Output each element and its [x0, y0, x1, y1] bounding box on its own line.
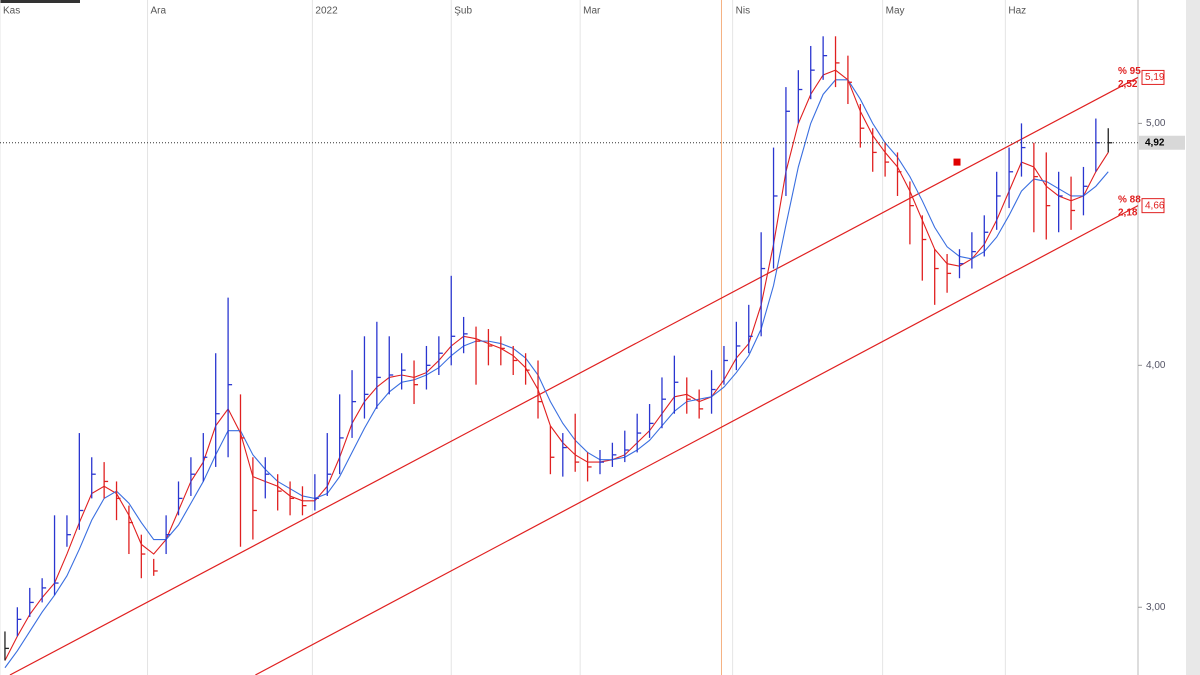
channel-percent: % 88 [1118, 194, 1141, 205]
channel-end-label: 4,66 [1145, 200, 1165, 211]
scrollbar[interactable] [1186, 0, 1200, 675]
y-tick-label: 5,00 [1146, 118, 1166, 129]
x-tick-label: Mar [583, 6, 601, 17]
channel-line [255, 205, 1139, 675]
x-tick-label: Haz [1008, 6, 1026, 17]
moving-average [4, 79, 1109, 669]
moving-average [4, 69, 1109, 661]
plot-area [0, 0, 1138, 675]
price-box [1141, 198, 1165, 214]
plot [0, 36, 1139, 675]
last-price-label: 4,92 [1145, 137, 1165, 148]
channel-end-label: 5,19 [1145, 72, 1165, 83]
channel-width: 2,18 [1118, 207, 1138, 218]
x-tick-label: Kas [3, 6, 20, 17]
x-tick-label: May [886, 6, 905, 17]
price-box [1141, 69, 1165, 85]
y-tick-label: 4,00 [1146, 360, 1166, 371]
x-tick-label: Nis [736, 6, 750, 17]
channel-width: 2,52 [1118, 79, 1138, 90]
axis: Kas Ara 2022 Şub Mar Nis May Haz 3,00 4,00 5,00 % 9… [3, 6, 1185, 613]
grid [0, 0, 1006, 675]
x-tick-label: Ara [151, 6, 167, 17]
x-tick-label: 2022 [315, 6, 338, 17]
toolbar-edge [0, 0, 80, 3]
channel-line [9, 76, 1139, 675]
marker [953, 158, 961, 166]
channel-percent: % 95 [1118, 66, 1141, 77]
x-tick-label: Şub [454, 6, 472, 17]
price-box [1139, 135, 1185, 150]
y-tick-label: 3,00 [1146, 602, 1166, 613]
